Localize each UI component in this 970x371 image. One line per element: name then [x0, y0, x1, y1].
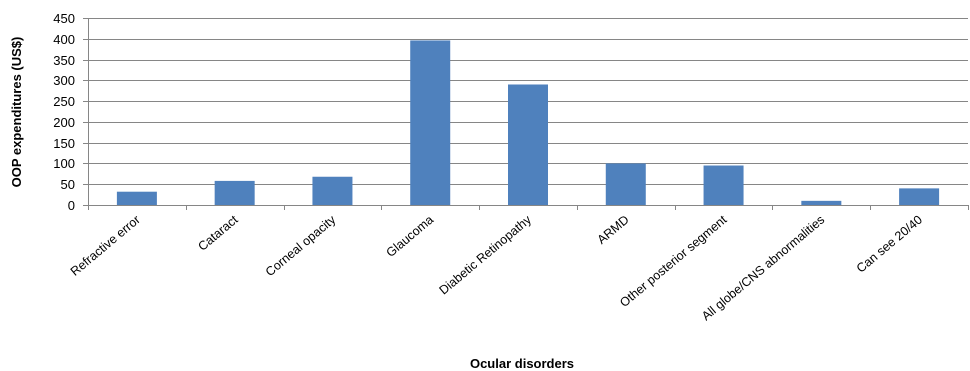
- y-tick-label: 50: [61, 177, 75, 192]
- x-axis-ticks: [88, 205, 969, 210]
- bar: [605, 163, 646, 205]
- y-tick-label: 200: [53, 115, 75, 130]
- y-tick-label: 250: [53, 94, 75, 109]
- x-category-label: Refractive error: [68, 213, 143, 279]
- x-category-label: Other posterior segment: [617, 212, 730, 310]
- bar: [312, 176, 353, 205]
- x-axis-category-labels: Refractive error Cataract Corneal opacity G…: [68, 212, 925, 323]
- y-tick-label: 300: [53, 73, 75, 88]
- x-category-label: Can see 20/40: [854, 213, 925, 276]
- x-category-label: Diabetic Retinopathy: [437, 212, 535, 297]
- y-tick-label: 400: [53, 32, 75, 47]
- bar: [801, 200, 842, 205]
- bar: [214, 180, 255, 205]
- bar: [703, 165, 744, 205]
- x-axis-title: Ocular disorders: [470, 356, 574, 371]
- y-tick-label: 450: [53, 11, 75, 26]
- y-tick-label: 0: [68, 198, 75, 213]
- y-tick-label: 350: [53, 53, 75, 68]
- bar: [508, 84, 548, 205]
- bar: [116, 191, 157, 205]
- y-axis-ticks: 0 50 100 150 200 250 300 350 400 450: [53, 11, 88, 213]
- x-category-label: ARMD: [595, 213, 632, 247]
- bar: [899, 188, 940, 205]
- y-tick-label: 150: [53, 136, 75, 151]
- y-tick-label: 100: [53, 156, 75, 171]
- y-axis-title: OOP expenditures (US$): [9, 37, 24, 188]
- bars: [116, 40, 940, 205]
- x-category-label: Glaucoma: [383, 213, 436, 260]
- x-category-label: Corneal opacity: [263, 212, 339, 279]
- x-category-label: Cataract: [195, 212, 241, 253]
- bar: [410, 40, 451, 205]
